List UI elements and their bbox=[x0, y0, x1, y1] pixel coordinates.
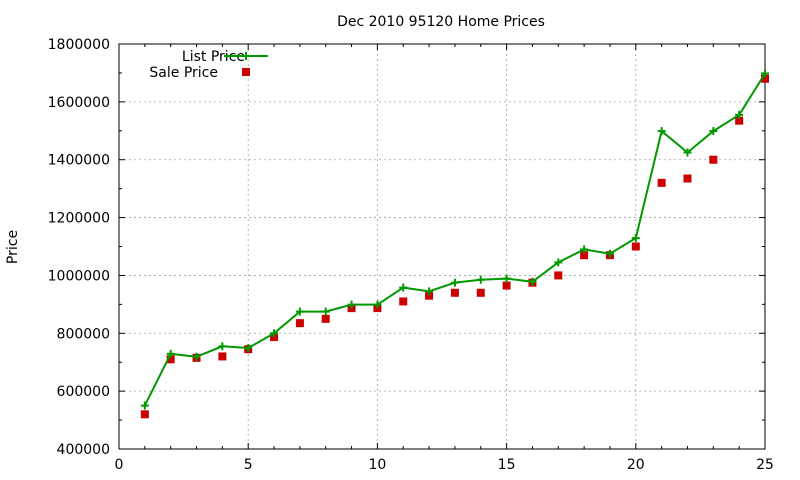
sale-price-point bbox=[476, 288, 485, 297]
list-price-point bbox=[321, 307, 330, 316]
sale-price-point bbox=[218, 352, 227, 361]
legend-label-list-price: List Price bbox=[182, 49, 245, 65]
sale-price-point bbox=[683, 174, 692, 183]
list-price-point bbox=[502, 274, 511, 283]
series-list-price bbox=[140, 69, 769, 410]
y-axis-label: Price bbox=[5, 230, 21, 264]
list-price-point bbox=[347, 300, 356, 309]
y-tick-label: 800000 bbox=[57, 326, 110, 342]
series-sale-price bbox=[140, 74, 769, 419]
list-price-point bbox=[709, 127, 718, 136]
list-price-point bbox=[580, 245, 589, 254]
list-price-point bbox=[761, 69, 769, 78]
sale-price-point bbox=[554, 271, 563, 280]
list-price-point bbox=[270, 329, 279, 338]
x-tick-label: 10 bbox=[368, 457, 386, 473]
y-tick-label: 600000 bbox=[57, 384, 110, 400]
list-price-point bbox=[166, 349, 175, 358]
list-price-point bbox=[683, 148, 692, 157]
list-price-point bbox=[425, 287, 434, 296]
sale-price-point bbox=[631, 242, 640, 251]
list-price-point bbox=[295, 307, 304, 316]
list-price-point bbox=[373, 300, 382, 309]
legend-label-sale-price: Sale Price bbox=[149, 65, 218, 81]
sale-price-point bbox=[709, 155, 718, 164]
x-tick-label: 0 bbox=[115, 457, 124, 473]
plot-frame bbox=[118, 43, 766, 450]
list-price-point bbox=[450, 278, 459, 287]
axis-ticks: 0 5 10 15 20 25 400000 600000 800000 1000000 12000… bbox=[48, 37, 774, 473]
list-price-point bbox=[528, 277, 537, 286]
legend-marker-sale-price bbox=[242, 68, 250, 76]
sale-price-point bbox=[321, 314, 330, 323]
sale-price-point bbox=[735, 116, 744, 125]
x-tick-label: 5 bbox=[244, 457, 253, 473]
y-tick-label: 1800000 bbox=[48, 37, 110, 53]
x-tick-label: 15 bbox=[498, 457, 516, 473]
series-layer bbox=[140, 69, 769, 419]
list-price-point bbox=[192, 352, 201, 361]
list-price-point bbox=[476, 275, 485, 284]
list-price-point bbox=[399, 283, 408, 292]
list-price-point bbox=[657, 127, 666, 136]
list-price-point bbox=[605, 249, 614, 258]
list-price-line bbox=[143, 72, 766, 407]
x-tick-label: 25 bbox=[756, 457, 774, 473]
grid-lines bbox=[119, 44, 765, 449]
y-tick-label: 400000 bbox=[57, 442, 110, 458]
sale-price-point bbox=[425, 291, 434, 300]
sale-price-point bbox=[450, 288, 459, 297]
sale-price-point bbox=[140, 410, 149, 419]
sale-price-point bbox=[761, 74, 769, 83]
list-price-point bbox=[554, 258, 563, 267]
sale-price-point bbox=[580, 251, 589, 260]
y-tick-label: 1400000 bbox=[48, 153, 110, 169]
legend-marker-list-price bbox=[242, 52, 250, 60]
list-price-point bbox=[735, 110, 744, 119]
list-price-point bbox=[218, 342, 227, 351]
y-tick-label: 1000000 bbox=[48, 268, 110, 284]
sale-price-point bbox=[502, 281, 511, 290]
list-price-point bbox=[140, 401, 149, 410]
list-price-point bbox=[244, 344, 253, 353]
chart-title: Dec 2010 95120 Home Prices bbox=[337, 14, 545, 30]
sale-price-point bbox=[399, 297, 408, 306]
x-tick-label: 20 bbox=[627, 457, 645, 473]
list-price-point bbox=[631, 234, 640, 243]
y-tick-label: 1600000 bbox=[48, 95, 110, 111]
sale-price-point bbox=[657, 178, 666, 187]
sale-price-point bbox=[295, 319, 304, 328]
y-tick-label: 1200000 bbox=[48, 211, 110, 227]
sale-price-point bbox=[166, 355, 175, 364]
